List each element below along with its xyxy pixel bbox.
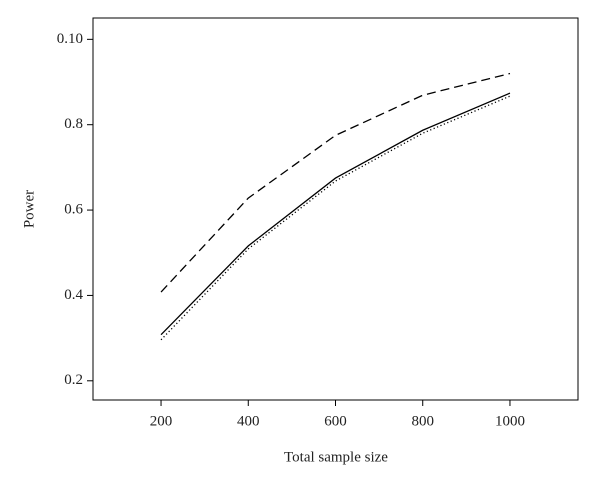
series-line xyxy=(160,95,511,341)
y-tick-label: 0.6 xyxy=(64,202,83,218)
x-axis-label: Total sample size xyxy=(284,449,388,465)
y-tick-label: 0.2 xyxy=(64,372,83,388)
series-line xyxy=(160,72,511,293)
y-tick-label: 0.4 xyxy=(64,287,83,303)
x-tick-label: 600 xyxy=(324,413,347,429)
x-tick-label: 1000 xyxy=(495,413,525,429)
y-tick-label: 0.10 xyxy=(57,31,83,47)
x-tick-label: 200 xyxy=(150,413,173,429)
y-axis-label: Power xyxy=(21,190,37,228)
x-tick-label: 400 xyxy=(237,413,260,429)
plot-frame xyxy=(92,17,579,401)
series-line xyxy=(160,92,511,336)
y-tick-label: 0.8 xyxy=(64,116,83,132)
x-tick-label: 800 xyxy=(411,413,434,429)
